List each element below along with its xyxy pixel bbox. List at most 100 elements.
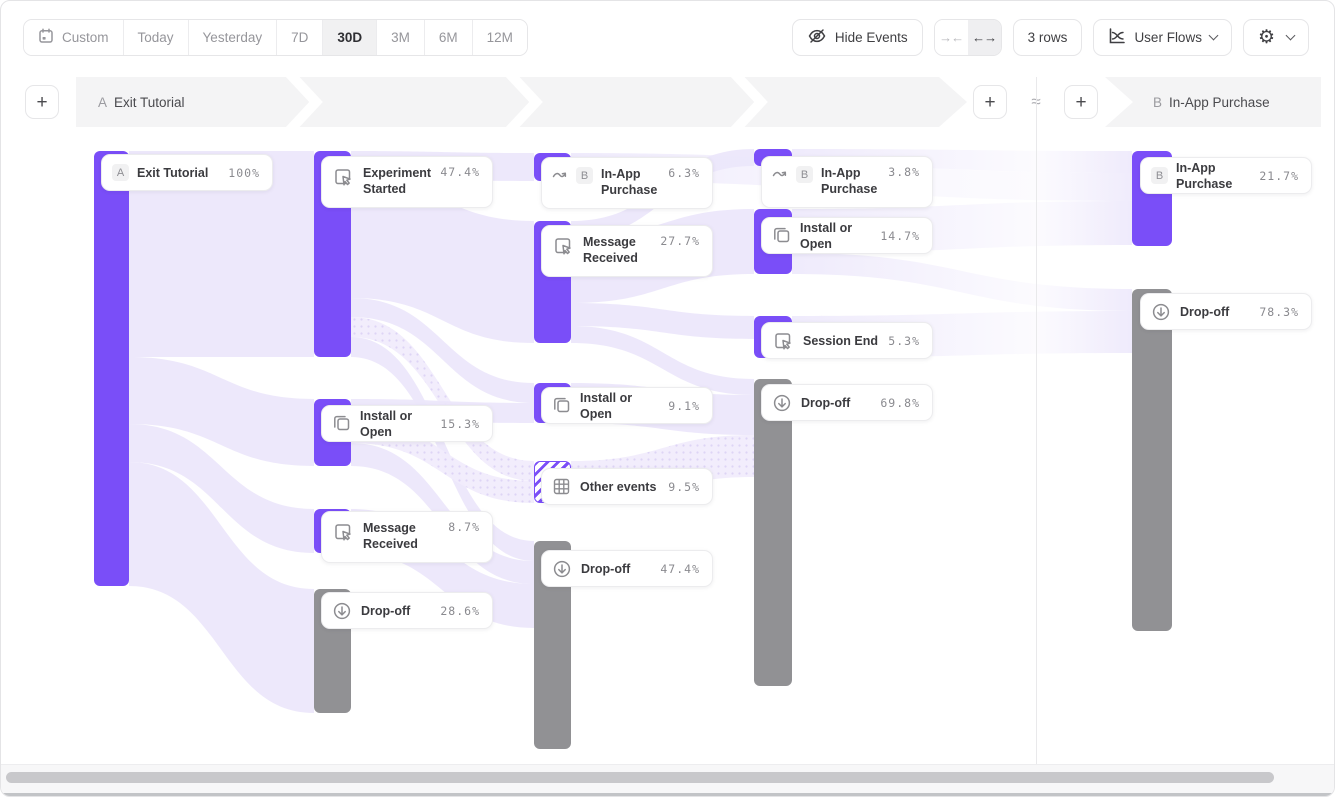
- node-value: 27.7%: [660, 234, 700, 248]
- node-label: Drop-off: [1180, 304, 1230, 319]
- node-card-install-or-open[interactable]: Install or Open 14.7%: [761, 217, 933, 254]
- node-value: 9.1%: [668, 398, 700, 413]
- date-preset-today[interactable]: Today: [123, 19, 189, 55]
- expand-columns-button[interactable]: ←→: [967, 19, 1001, 55]
- node-value: 21.7%: [1259, 168, 1299, 183]
- node-value: 28.6%: [440, 603, 480, 618]
- node-card-drop-off[interactable]: Drop-off 28.6%: [321, 592, 493, 629]
- drop-off-arrow-icon: [552, 559, 572, 579]
- node-value: 8.7%: [448, 520, 480, 534]
- flow-a-badge: A: [98, 94, 108, 110]
- node-card-in-app-purchase[interactable]: B In-App Purchase 21.7%: [1140, 157, 1312, 194]
- node-card-in-app-purchase[interactable]: B In-App Purchase 6.3%: [541, 157, 713, 209]
- content-divider: [1, 764, 1334, 765]
- click-event-icon: [332, 521, 354, 543]
- drop-off-arrow-icon: [772, 393, 792, 413]
- scrollbar-thumb[interactable]: [6, 772, 1274, 783]
- toolbar: Custom Today Yesterday 7D 30D 3M 6M 12M Hide Ev…: [1, 1, 1334, 73]
- gear-icon: ⚙: [1257, 26, 1275, 48]
- click-event-icon: [552, 235, 574, 257]
- node-label: Other events: [580, 479, 657, 494]
- date-preset-yesterday[interactable]: Yesterday: [188, 19, 278, 55]
- hide-events-button[interactable]: Hide Events: [791, 18, 923, 56]
- drop-off-arrow-icon: [332, 601, 352, 621]
- flow-badge-b: B: [576, 167, 593, 184]
- date-preset-label: 12M: [486, 29, 513, 45]
- drop-off-arrow-icon: [1151, 302, 1171, 322]
- node-label: Drop-off: [361, 603, 411, 618]
- date-preset-6m[interactable]: 6M: [424, 19, 473, 55]
- click-event-icon: [332, 166, 354, 188]
- add-step-b-button[interactable]: +: [1064, 85, 1098, 119]
- node-card-drop-off[interactable]: Drop-off 78.3%: [1140, 293, 1312, 330]
- node-label: In-App Purchase: [821, 166, 878, 196]
- date-preset-custom[interactable]: Custom: [24, 19, 124, 55]
- node-label: Install or Open: [800, 220, 853, 251]
- date-preset-30d[interactable]: 30D: [323, 19, 378, 55]
- node-value: 15.3%: [440, 416, 480, 431]
- node-card-message-received[interactable]: Message Received 27.7%: [541, 225, 713, 277]
- node-card-other-events[interactable]: Other events 9.5%: [541, 468, 713, 505]
- node-label: In-App Purchase: [1176, 160, 1233, 191]
- node-value: 69.8%: [880, 395, 920, 410]
- date-preset-label: Custom: [62, 29, 109, 45]
- horizontal-scrollbar[interactable]: [1, 765, 1334, 794]
- install-open-icon: [552, 396, 571, 415]
- node-card-in-app-purchase[interactable]: B In-App Purchase 3.8%: [761, 156, 933, 208]
- node-card-drop-off[interactable]: Drop-off 69.8%: [761, 384, 933, 421]
- date-preset-label: 7D: [291, 29, 309, 45]
- node-card-session-end[interactable]: Session End 5.3%: [761, 322, 933, 359]
- flow-a-title: Exit Tutorial: [114, 94, 185, 110]
- jump-to-flow-b-icon: [552, 167, 567, 181]
- plus-icon: +: [1075, 91, 1087, 113]
- calendar-icon: [38, 27, 54, 47]
- node-card-experiment-started[interactable]: Experiment Started 47.4%: [321, 156, 493, 208]
- flow-b-badge: B: [1153, 94, 1163, 110]
- settings-dropdown[interactable]: ⚙: [1242, 18, 1309, 56]
- install-open-icon: [772, 226, 791, 245]
- node-value: 78.3%: [1259, 304, 1299, 319]
- add-step-a-button[interactable]: +: [973, 85, 1007, 119]
- node-card-message-received[interactable]: Message Received 8.7%: [321, 511, 493, 563]
- flow-badge-a: A: [112, 164, 129, 181]
- date-preset-label: 30D: [337, 29, 363, 45]
- node-bar-drop-off[interactable]: [754, 379, 792, 686]
- node-label: Install or Open: [580, 390, 633, 421]
- node-card-drop-off[interactable]: Drop-off 47.4%: [541, 550, 713, 587]
- collapse-expand-toggle: →← ←→: [933, 18, 1002, 56]
- date-preset-label: 6M: [438, 29, 458, 45]
- node-card-install-or-open[interactable]: Install or Open 9.1%: [541, 387, 713, 424]
- node-bar-exit-tutorial[interactable]: [94, 151, 129, 586]
- rows-button[interactable]: 3 rows: [1012, 18, 1083, 56]
- date-preset-label: Yesterday: [202, 29, 263, 45]
- flow-b-title: In-App Purchase: [1169, 94, 1270, 110]
- node-value: 100%: [228, 165, 260, 180]
- node-card-exit-tutorial[interactable]: A Exit Tutorial 100%: [101, 154, 273, 191]
- node-value: 3.8%: [888, 165, 920, 179]
- node-label: Drop-off: [801, 395, 851, 410]
- flow-badge-b: B: [1151, 167, 1168, 184]
- click-event-icon: [772, 330, 794, 352]
- chevron-down-icon: [1208, 30, 1219, 40]
- node-card-install-or-open[interactable]: Install or Open 15.3%: [321, 405, 493, 442]
- install-open-icon: [332, 414, 351, 433]
- node-label: Message Received: [363, 521, 418, 551]
- plus-icon: +: [984, 91, 996, 113]
- date-preset-7d[interactable]: 7D: [277, 19, 324, 55]
- expand-icon: ←→: [972, 29, 997, 45]
- window-bottom-edge: [1, 793, 1334, 796]
- eye-off-icon: [807, 28, 827, 47]
- node-label: Session End: [803, 333, 879, 348]
- collapse-columns-button[interactable]: →←: [934, 19, 968, 55]
- node-value: 47.4%: [660, 561, 700, 576]
- node-label: Drop-off: [581, 561, 631, 576]
- node-value: 9.5%: [668, 479, 700, 494]
- date-preset-3m[interactable]: 3M: [377, 19, 425, 55]
- view-type-dropdown[interactable]: User Flows: [1093, 18, 1232, 56]
- jump-to-flow-b-icon: [772, 166, 787, 180]
- node-bar-drop-off[interactable]: [1132, 289, 1172, 631]
- add-step-left-button[interactable]: +: [25, 85, 59, 119]
- date-preset-12m[interactable]: 12M: [472, 19, 527, 55]
- node-value: 6.3%: [668, 166, 700, 180]
